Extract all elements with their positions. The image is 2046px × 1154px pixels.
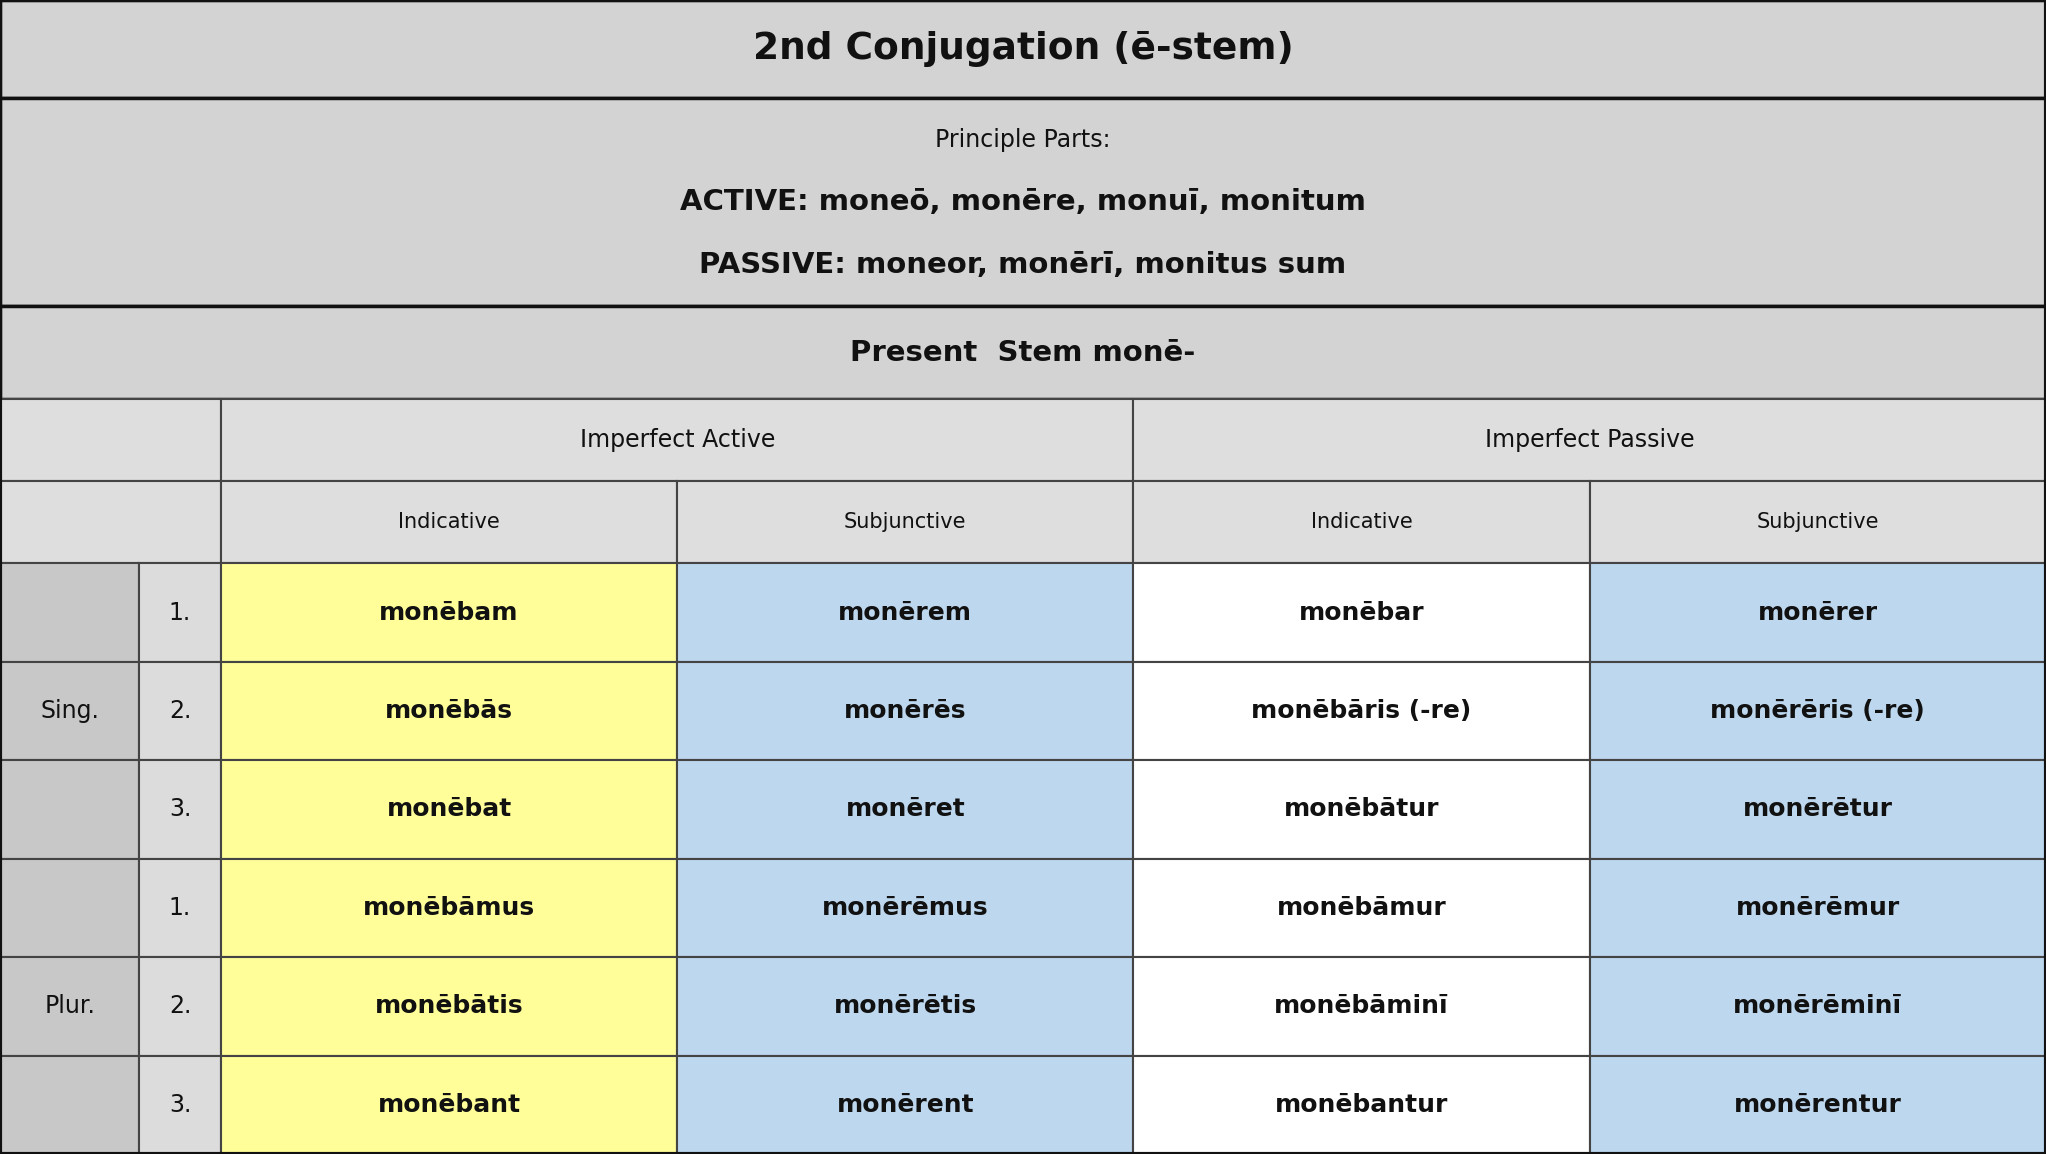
Text: monēbam: monēbam: [379, 600, 520, 624]
Text: monēbantur: monēbantur: [1275, 1093, 1449, 1117]
Text: monērēs: monērēs: [845, 699, 966, 724]
Text: 3.: 3.: [170, 1093, 190, 1117]
Bar: [677, 957, 1133, 1056]
Bar: [0, 98, 2046, 306]
Bar: [677, 661, 1133, 760]
Bar: [221, 957, 677, 1056]
Bar: [1133, 859, 1590, 957]
Text: monēbāris (-re): monēbāris (-re): [1252, 699, 1471, 724]
Text: monērēminī: monērēminī: [1733, 995, 1903, 1018]
Text: monēbar: monēbar: [1299, 600, 1424, 624]
Text: Subjunctive: Subjunctive: [1758, 512, 1878, 532]
Bar: [221, 1056, 677, 1154]
Text: monērentur: monērentur: [1733, 1093, 1903, 1117]
Text: Subjunctive: Subjunctive: [845, 512, 966, 532]
Text: monēbātis: monēbātis: [374, 995, 524, 1018]
Bar: [677, 1056, 1133, 1154]
Bar: [1133, 957, 1590, 1056]
Text: Present  Stem monē-: Present Stem monē-: [851, 339, 1195, 367]
Bar: [1133, 760, 1590, 859]
Bar: [221, 399, 1133, 481]
Bar: [1590, 661, 2046, 760]
Text: monērētur: monērētur: [1743, 797, 1893, 822]
Text: monēbāmur: monēbāmur: [1277, 896, 1447, 920]
Bar: [1590, 760, 2046, 859]
Bar: [0, 481, 221, 563]
Bar: [1133, 563, 1590, 661]
Text: monēbāminī: monēbāminī: [1275, 995, 1449, 1018]
Text: monēbant: monēbant: [379, 1093, 520, 1117]
Text: monērēris (-re): monērēris (-re): [1710, 699, 1925, 724]
Bar: [1590, 859, 2046, 957]
Bar: [0, 563, 139, 661]
Bar: [139, 760, 221, 859]
Bar: [1590, 563, 2046, 661]
Bar: [677, 481, 1133, 563]
Bar: [0, 859, 139, 957]
Text: Plur.: Plur.: [45, 995, 94, 1018]
Bar: [221, 760, 677, 859]
Text: monērem: monērem: [839, 600, 972, 624]
Bar: [1133, 661, 1590, 760]
Bar: [0, 957, 139, 1056]
Text: monēbat: monēbat: [387, 797, 512, 822]
Text: 2nd Conjugation (ē-stem): 2nd Conjugation (ē-stem): [753, 31, 1293, 67]
Text: monērēmur: monērēmur: [1735, 896, 1901, 920]
Bar: [0, 399, 221, 481]
Text: monēret: monēret: [845, 797, 966, 822]
Bar: [139, 661, 221, 760]
Bar: [0, 306, 2046, 399]
Text: monērer: monērer: [1758, 600, 1878, 624]
Bar: [139, 859, 221, 957]
Bar: [0, 1056, 139, 1154]
Bar: [0, 661, 139, 760]
Bar: [1133, 481, 1590, 563]
Text: Indicative: Indicative: [1311, 512, 1412, 532]
Text: Principle Parts:: Principle Parts:: [935, 128, 1111, 152]
Bar: [1590, 481, 2046, 563]
Text: ACTIVE: moneō, monēre, monuī, monitum: ACTIVE: moneō, monēre, monuī, monitum: [679, 188, 1367, 216]
Bar: [1590, 1056, 2046, 1154]
Text: monērēmus: monērēmus: [822, 896, 988, 920]
Text: monēbāmus: monēbāmus: [362, 896, 536, 920]
Bar: [677, 859, 1133, 957]
Bar: [221, 481, 677, 563]
Bar: [677, 563, 1133, 661]
Bar: [139, 563, 221, 661]
Bar: [139, 957, 221, 1056]
Text: 1.: 1.: [170, 600, 190, 624]
Text: monērent: monērent: [837, 1093, 974, 1117]
Bar: [1133, 399, 2046, 481]
Text: Sing.: Sing.: [41, 699, 98, 724]
Text: PASSIVE: moneor, monērī, monitus sum: PASSIVE: moneor, monērī, monitus sum: [700, 250, 1346, 279]
Bar: [139, 1056, 221, 1154]
Text: monērētis: monērētis: [835, 995, 976, 1018]
Text: 1.: 1.: [170, 896, 190, 920]
Text: Imperfect Passive: Imperfect Passive: [1485, 428, 1694, 452]
Text: Imperfect Active: Imperfect Active: [579, 428, 775, 452]
Text: 3.: 3.: [170, 797, 190, 822]
Text: 2.: 2.: [170, 699, 190, 724]
Bar: [1133, 1056, 1590, 1154]
Bar: [677, 760, 1133, 859]
Bar: [221, 661, 677, 760]
Text: Indicative: Indicative: [399, 512, 499, 532]
Text: 2.: 2.: [170, 995, 190, 1018]
Text: monēbās: monēbās: [385, 699, 514, 724]
Bar: [1590, 957, 2046, 1056]
Text: monēbātur: monēbātur: [1283, 797, 1440, 822]
Bar: [221, 563, 677, 661]
Bar: [0, 760, 139, 859]
Bar: [0, 0, 2046, 98]
Bar: [221, 859, 677, 957]
